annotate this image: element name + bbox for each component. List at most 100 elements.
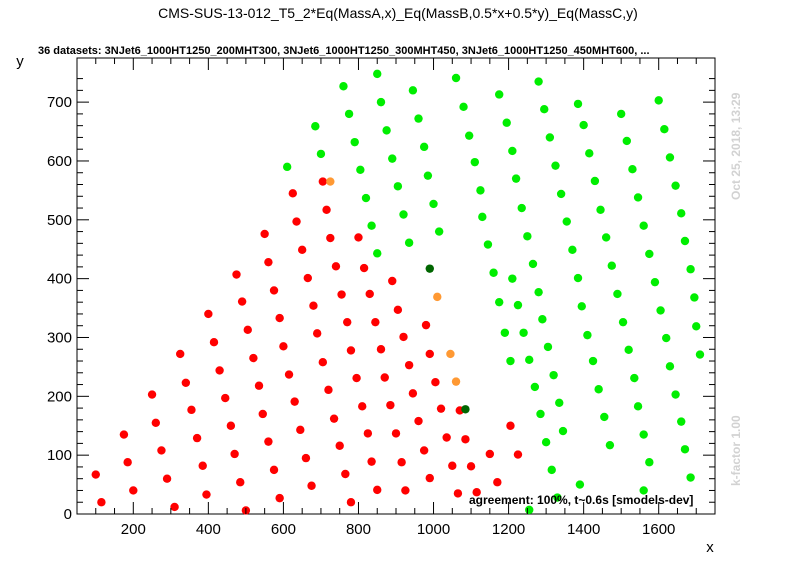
data-point-red (309, 301, 318, 310)
data-point-red (279, 342, 288, 351)
data-point-red (91, 470, 100, 479)
y-axis-label: y (16, 53, 24, 70)
data-point-orange (433, 292, 442, 302)
data-point-green (495, 90, 504, 99)
data-point-red (380, 373, 389, 382)
data-point-green (677, 417, 686, 426)
data-point-red (147, 390, 157, 399)
data-point-red (215, 366, 224, 375)
x-tick-label: 800 (346, 521, 371, 538)
data-point-green (502, 118, 511, 127)
data-point-red (404, 360, 414, 370)
data-point-red (221, 393, 230, 403)
data-point-green (356, 165, 365, 174)
data-point-green (489, 268, 498, 277)
data-point-green (583, 330, 592, 340)
data-point-red (318, 357, 328, 367)
data-point-green (373, 69, 382, 79)
timestamp-text: Oct 25, 2018, 13:29 (729, 92, 743, 200)
data-point-green (528, 259, 538, 269)
data-point-green (470, 157, 480, 167)
data-point-green (596, 205, 605, 215)
data-point-green (541, 438, 551, 447)
data-point-green (478, 212, 487, 222)
y-tick-label: 700 (47, 94, 72, 111)
data-point-green (630, 373, 639, 383)
data-point-green (628, 165, 637, 174)
data-point-darkgreen (461, 405, 470, 414)
data-point-green (633, 193, 643, 202)
data-point-green (373, 249, 382, 258)
data-point-red (204, 309, 213, 319)
data-point-red (485, 449, 495, 459)
data-point-red (97, 498, 106, 507)
data-point-green (654, 96, 663, 105)
data-point-green (500, 328, 510, 337)
data-point-red (513, 450, 523, 459)
x-tick-label: 400 (196, 521, 221, 538)
plot-frame (76, 57, 716, 515)
data-point-red (269, 286, 279, 295)
data-point-red (388, 276, 397, 286)
data-point-red (371, 317, 380, 327)
data-point-green (665, 362, 675, 371)
data-point-red (176, 349, 185, 359)
x-tick-label: 200 (121, 521, 146, 538)
data-point-green (568, 245, 577, 255)
data-point-red (359, 263, 369, 273)
data-point-red (466, 462, 476, 471)
data-point-green (344, 109, 354, 119)
data-point-green (316, 149, 326, 159)
data-point-red (448, 461, 457, 470)
data-point-red (243, 325, 252, 335)
data-point-green (624, 345, 633, 355)
data-point-green (660, 124, 669, 134)
data-point-green (408, 86, 418, 95)
y-axis-ticks: 0 100 200 300 400 500 600 700 (47, 78, 715, 523)
data-point-red (275, 493, 284, 503)
data-point-green (311, 122, 320, 131)
data-point-red (170, 502, 179, 512)
data-point-orange (446, 349, 455, 359)
data-point-green (677, 209, 686, 218)
data-point-red (297, 245, 307, 255)
data-point-green (511, 174, 521, 183)
data-point-green (339, 82, 348, 91)
data-point-red (312, 329, 322, 338)
data-point-red (401, 486, 410, 495)
data-point-red (472, 488, 481, 497)
data-point-red (157, 446, 166, 455)
data-point-red (151, 418, 161, 427)
data-point-green (645, 458, 654, 467)
data-point-green (536, 409, 545, 419)
data-point-red (365, 289, 374, 299)
data-point-green (692, 322, 701, 331)
data-point-green (451, 73, 461, 83)
y-tick-label: 300 (47, 329, 72, 346)
data-point-green (556, 189, 566, 199)
data-point-green (607, 261, 616, 270)
data-point-red (343, 317, 352, 327)
data-point-red (393, 305, 403, 315)
data-point-red (493, 478, 502, 487)
data-point-green (388, 154, 397, 163)
data-point-red (269, 465, 279, 475)
data-point-green (476, 186, 485, 195)
data-point-green (588, 356, 598, 366)
agreement-text: agreement: 100%, t~0.6s [smodels-dev] (469, 493, 693, 507)
x-tick-label: 600 (271, 521, 296, 538)
data-point-green (534, 77, 543, 86)
data-point-green (558, 426, 568, 436)
data-point-red (431, 378, 440, 387)
data-point-red (181, 378, 191, 387)
y-tick-label: 100 (47, 447, 72, 464)
data-point-red (307, 481, 316, 490)
data-point-green (562, 217, 571, 226)
data-point-green (429, 199, 438, 209)
data-point-red (187, 405, 196, 415)
data-point-green (695, 350, 705, 359)
data-point-green (525, 355, 534, 365)
data-point-red (436, 404, 446, 413)
data-point-red (346, 498, 356, 507)
data-point-red (264, 257, 273, 267)
